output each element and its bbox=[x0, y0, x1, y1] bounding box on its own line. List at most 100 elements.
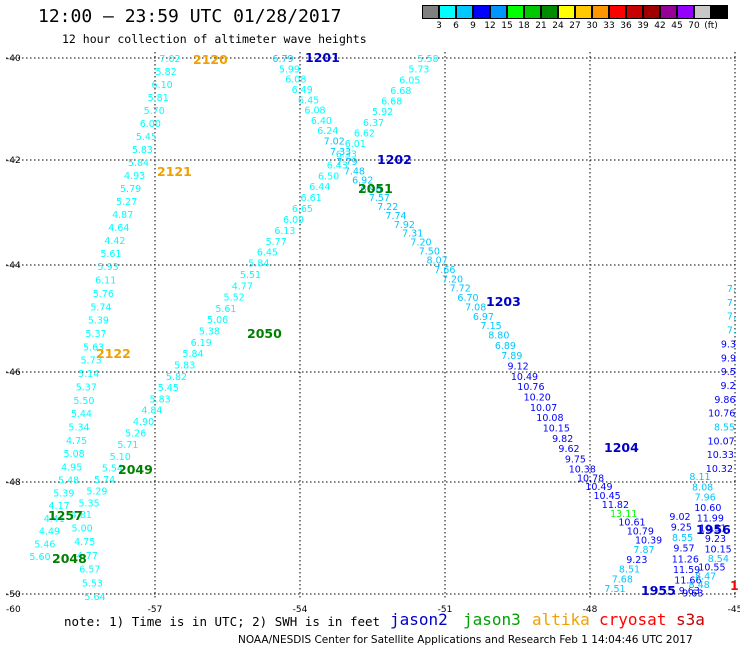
swh-value: 7.15 bbox=[481, 321, 502, 332]
swh-value: 11.59 bbox=[673, 565, 700, 576]
swh-value: 10.51 bbox=[699, 524, 726, 535]
swh-value: 10.76 bbox=[517, 382, 544, 393]
scale-label: 27 bbox=[569, 21, 581, 31]
swh-value: 9.02 bbox=[669, 512, 690, 523]
swh-value: 10.08 bbox=[536, 413, 563, 424]
swh-value: 9.2 bbox=[720, 381, 735, 392]
swh-value: 7.57 bbox=[369, 193, 390, 204]
swh-value: 4.41 bbox=[44, 514, 65, 525]
swh-value: 5.14 bbox=[78, 369, 99, 380]
latitude-label: -40 bbox=[6, 54, 21, 64]
swh-value: 8.51 bbox=[619, 565, 640, 576]
footer-credit: NOAA/NESDIS Center for Satellite Applica… bbox=[238, 634, 693, 646]
scale-swatch bbox=[439, 5, 456, 19]
swh-value: 6.13 bbox=[274, 226, 295, 237]
swh-value: 5.46 bbox=[34, 539, 55, 550]
swh-value: 6.01 bbox=[345, 139, 366, 150]
swh-value: 11.82 bbox=[602, 500, 629, 511]
track-time-label: 2122 bbox=[96, 346, 131, 361]
swh-value: 5.70 bbox=[144, 106, 165, 117]
swh-value: 4.17 bbox=[49, 501, 70, 512]
scale-swatch bbox=[592, 5, 609, 19]
swh-value: 10.39 bbox=[635, 536, 662, 547]
swh-value: 11.99 bbox=[697, 513, 724, 524]
swh-value: 4.93 bbox=[124, 171, 145, 182]
swh-value: 7.72 bbox=[450, 284, 471, 295]
swh-value: 7. bbox=[727, 284, 736, 295]
swh-value: 10.61 bbox=[618, 518, 645, 529]
legend-cryosat: cryosat bbox=[599, 610, 667, 629]
swh-value: 5.44 bbox=[71, 409, 92, 420]
swh-value: 9.3 bbox=[721, 339, 736, 350]
swh-value: 6.05 bbox=[399, 75, 420, 86]
swh-value: 10.15 bbox=[543, 424, 570, 435]
swh-value: 5.29 bbox=[86, 487, 107, 498]
swh-value: 7.87 bbox=[633, 545, 654, 556]
footer-note: note: 1) Time is in UTC; 2) SWH is in fe… bbox=[64, 614, 381, 629]
swh-value: 7.20 bbox=[442, 274, 463, 285]
swh-value: 6.79 bbox=[272, 54, 293, 65]
swh-value: 7.89 bbox=[501, 351, 522, 362]
swh-value: 4.90 bbox=[133, 417, 154, 428]
swh-value: 5.83 bbox=[150, 394, 171, 405]
swh-value: 6.08 bbox=[285, 75, 306, 86]
track-time-label: 1955 bbox=[641, 583, 676, 598]
swh-value: 5.39 bbox=[88, 316, 109, 327]
swh-value: 9.23 bbox=[705, 534, 726, 545]
swh-value: 5.82 bbox=[156, 67, 177, 78]
scale-swatch bbox=[490, 5, 507, 19]
longitude-label: -48 bbox=[583, 605, 598, 615]
track-time-label: 1204 bbox=[604, 440, 639, 455]
track-time-label: 1201 bbox=[305, 50, 340, 65]
swh-value: 10.49 bbox=[511, 372, 538, 383]
swh-value: 9.75 bbox=[565, 455, 586, 466]
scale-label: 15 bbox=[501, 21, 513, 31]
scale-label: 45 bbox=[671, 21, 683, 31]
track-time-label: 2049 bbox=[118, 462, 153, 477]
swh-value: 6.97 bbox=[473, 312, 494, 323]
swh-value: 7. bbox=[727, 298, 736, 309]
swh-value: 5.61 bbox=[100, 249, 121, 260]
swh-value: 5.08 bbox=[64, 449, 85, 460]
swh-value: 9.12 bbox=[508, 362, 529, 373]
swh-value: 5.81 bbox=[148, 93, 169, 104]
swh-value: 5.37 bbox=[76, 382, 97, 393]
latitude-label: -46 bbox=[6, 368, 21, 378]
latitude-label: -50 bbox=[6, 590, 21, 600]
swh-value: 10.32 bbox=[706, 464, 733, 475]
swh-value: 7.02 bbox=[324, 137, 345, 148]
swh-value: 10.38 bbox=[569, 465, 596, 476]
swh-value: 4.84 bbox=[141, 406, 162, 417]
swh-value: 6.70 bbox=[457, 293, 478, 304]
swh-value: 5.06 bbox=[207, 315, 228, 326]
swh-value: 7.22 bbox=[377, 202, 398, 213]
scale-swatch bbox=[456, 5, 473, 19]
swh-value: 5.83 bbox=[132, 145, 153, 156]
scale-swatch bbox=[677, 5, 694, 19]
track-time-label: 2121 bbox=[157, 164, 192, 179]
swh-value: 6.57 bbox=[79, 565, 100, 576]
track-time-labels: 2120 2121 2122 1201 1202 1203 1204 2051 2050 2049… bbox=[48, 50, 740, 598]
swh-value: 7.66 bbox=[434, 265, 455, 276]
track-time-label: 2050 bbox=[247, 326, 282, 341]
swh-value: 8.47 bbox=[695, 571, 716, 582]
swh-value: 5.27 bbox=[116, 197, 137, 208]
swh-value: 9.82 bbox=[552, 434, 573, 445]
swh-value: 6.61 bbox=[301, 193, 322, 204]
track-time-label: 1257 bbox=[48, 508, 83, 523]
swh-value: 5.34 bbox=[68, 423, 89, 434]
scale-label: 3 bbox=[436, 21, 442, 31]
swh-value: 11.26 bbox=[672, 554, 699, 565]
swh-value: 7.79 bbox=[336, 157, 357, 168]
swh-value: 5.83 bbox=[174, 361, 195, 372]
scale-label: 21 bbox=[535, 21, 547, 31]
swh-value: 5.74 bbox=[90, 302, 111, 313]
swh-value: 6.09 bbox=[283, 215, 304, 226]
swh-value: 10.79 bbox=[627, 527, 654, 538]
swh-value: 7.74 bbox=[385, 211, 406, 222]
legend-jason2: jason2 bbox=[390, 610, 448, 629]
latitude-label: -42 bbox=[6, 156, 21, 166]
swh-value: 7.48 bbox=[344, 167, 365, 178]
swh-value: 11.66 bbox=[674, 575, 701, 586]
